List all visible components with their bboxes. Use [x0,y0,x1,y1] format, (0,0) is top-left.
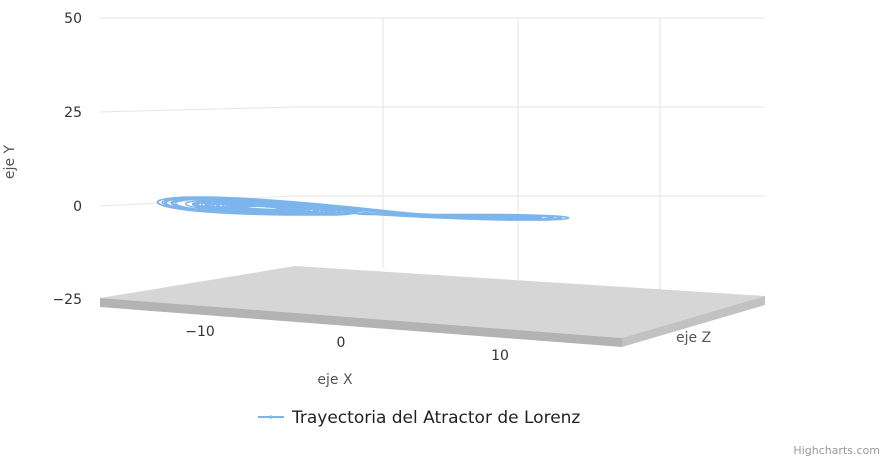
x-grid-back [382,18,661,290]
y-grid-side [99,17,296,207]
legend-symbol-marker [269,415,273,419]
credits-link[interactable]: Highcharts.com [793,444,880,456]
y-grid-back [295,17,765,197]
x-axis-title: eje X [317,372,353,388]
x-axis: −10 0 10 eje X [185,324,509,388]
z-axis-title: eje Z [676,330,711,346]
y-tick-label: −25 [52,292,82,308]
floor-top [100,266,765,338]
y-tick-label: 0 [73,199,82,215]
legend-item-lorenz[interactable]: Trayectoria del Atractor de Lorenz [291,408,580,428]
floor [100,266,765,347]
x-tick-label: 10 [491,348,509,364]
y-tick-label: 50 [64,11,82,27]
y-axis: 50 25 0 −25 eje Y [2,11,82,308]
floor-side [622,296,765,347]
series-line-lorenz [156,196,570,221]
side-grid-25 [99,106,296,113]
y-axis-title: eje Y [2,144,18,179]
floor-front [100,298,622,347]
x-tick-label: 0 [337,335,346,351]
legend[interactable]: Trayectoria del Atractor de Lorenz [258,408,580,428]
x-tick-label: −10 [185,324,215,340]
y-tick-label: 25 [64,105,82,121]
